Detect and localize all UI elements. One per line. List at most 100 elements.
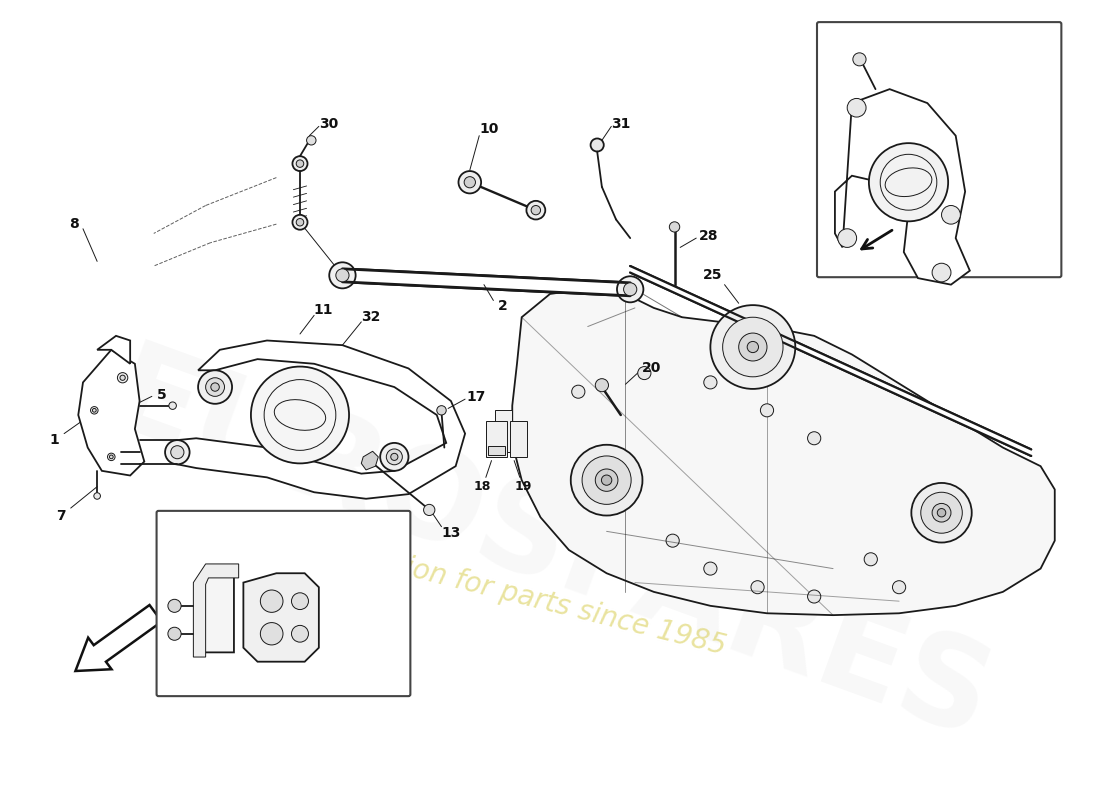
Circle shape — [168, 599, 182, 612]
Circle shape — [292, 626, 308, 642]
Circle shape — [937, 509, 946, 517]
Polygon shape — [342, 269, 630, 296]
Circle shape — [704, 376, 717, 389]
Circle shape — [92, 409, 96, 412]
Circle shape — [90, 406, 98, 414]
Text: 13: 13 — [441, 526, 461, 540]
Bar — [510, 422, 527, 457]
Bar — [486, 422, 507, 457]
Polygon shape — [97, 336, 130, 364]
Circle shape — [624, 282, 637, 296]
Text: 1: 1 — [50, 433, 59, 447]
Text: 20: 20 — [642, 361, 661, 374]
Circle shape — [165, 440, 189, 464]
Text: 18: 18 — [473, 480, 491, 493]
Circle shape — [760, 404, 773, 417]
Circle shape — [847, 98, 866, 117]
Circle shape — [942, 206, 960, 224]
Circle shape — [741, 338, 764, 361]
Circle shape — [381, 443, 408, 471]
Text: 25: 25 — [703, 268, 722, 282]
Circle shape — [336, 269, 349, 282]
Circle shape — [120, 375, 125, 380]
Circle shape — [911, 483, 971, 542]
Circle shape — [531, 206, 540, 215]
Circle shape — [852, 53, 866, 66]
Polygon shape — [177, 341, 465, 498]
Bar — [487, 446, 505, 455]
Circle shape — [838, 229, 857, 247]
Circle shape — [293, 156, 308, 171]
Text: 11: 11 — [314, 302, 333, 317]
Circle shape — [595, 378, 608, 392]
Circle shape — [329, 262, 355, 288]
Circle shape — [869, 143, 948, 222]
Polygon shape — [361, 451, 378, 470]
Circle shape — [666, 534, 680, 547]
FancyBboxPatch shape — [817, 22, 1062, 277]
Circle shape — [459, 171, 481, 194]
Circle shape — [751, 581, 764, 594]
Circle shape — [723, 318, 783, 377]
Circle shape — [602, 475, 612, 486]
Text: 7: 7 — [56, 509, 66, 522]
Text: 17: 17 — [466, 390, 486, 404]
Circle shape — [94, 493, 100, 499]
Text: 8: 8 — [68, 217, 78, 231]
Circle shape — [571, 445, 642, 515]
Polygon shape — [835, 89, 970, 285]
Circle shape — [261, 622, 283, 645]
Polygon shape — [513, 290, 1055, 615]
Polygon shape — [196, 569, 234, 652]
Text: EUROSPARES: EUROSPARES — [94, 334, 1007, 766]
Polygon shape — [78, 350, 144, 475]
Circle shape — [464, 177, 475, 188]
Circle shape — [591, 138, 604, 151]
Circle shape — [595, 469, 618, 491]
Polygon shape — [630, 266, 1031, 456]
Text: 31: 31 — [612, 117, 630, 130]
Circle shape — [921, 492, 962, 534]
Circle shape — [617, 276, 643, 302]
Circle shape — [807, 590, 821, 603]
Circle shape — [118, 373, 128, 383]
Circle shape — [747, 342, 759, 353]
Circle shape — [711, 305, 795, 389]
Circle shape — [211, 383, 219, 391]
Circle shape — [307, 136, 316, 145]
Circle shape — [669, 222, 680, 232]
Text: 2: 2 — [498, 299, 508, 313]
Circle shape — [865, 553, 878, 566]
Circle shape — [293, 215, 308, 230]
Circle shape — [638, 366, 651, 380]
Polygon shape — [194, 564, 239, 657]
FancyArrow shape — [76, 605, 162, 671]
Circle shape — [807, 432, 821, 445]
Circle shape — [168, 402, 176, 410]
Text: 30: 30 — [319, 117, 338, 130]
Circle shape — [704, 562, 717, 575]
Circle shape — [168, 627, 182, 640]
Polygon shape — [243, 574, 319, 662]
Circle shape — [437, 406, 447, 415]
Text: 12: 12 — [1030, 35, 1052, 50]
Circle shape — [582, 456, 631, 504]
Circle shape — [386, 449, 403, 465]
Circle shape — [892, 581, 905, 594]
Text: 5: 5 — [156, 389, 166, 402]
Circle shape — [932, 503, 952, 522]
Circle shape — [527, 201, 546, 219]
Text: 19: 19 — [515, 480, 532, 493]
Circle shape — [170, 446, 184, 458]
Circle shape — [296, 218, 304, 226]
FancyBboxPatch shape — [156, 511, 410, 696]
Circle shape — [198, 370, 232, 404]
Circle shape — [390, 454, 398, 461]
Bar — [495, 410, 513, 452]
Text: 32: 32 — [361, 310, 381, 324]
Circle shape — [296, 160, 304, 167]
Circle shape — [109, 455, 113, 458]
Circle shape — [739, 333, 767, 361]
Circle shape — [292, 593, 308, 610]
Text: 10: 10 — [478, 122, 498, 136]
